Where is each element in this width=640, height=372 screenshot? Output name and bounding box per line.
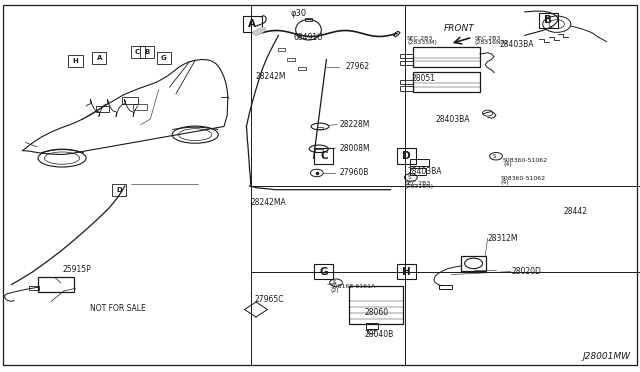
Bar: [400, 61, 413, 65]
Text: G: G: [161, 55, 166, 61]
Text: (4): (4): [503, 162, 512, 167]
Text: SEC.2B3: SEC.2B3: [407, 36, 433, 41]
Text: 27965C: 27965C: [254, 295, 284, 304]
Bar: [439, 285, 452, 289]
Text: A: A: [97, 55, 102, 61]
Text: B: B: [545, 16, 552, 25]
Bar: [278, 48, 285, 51]
Text: 28403BA: 28403BA: [435, 115, 470, 124]
Bar: [400, 54, 413, 58]
Bar: [366, 323, 378, 329]
Text: B: B: [145, 49, 150, 55]
Text: S08168-6161A: S08168-6161A: [330, 284, 376, 289]
Text: φ30: φ30: [291, 9, 307, 17]
Text: 28020D: 28020D: [512, 267, 542, 276]
Text: H: H: [73, 58, 78, 64]
Bar: [133, 104, 147, 110]
Text: (2): (2): [330, 288, 339, 293]
Bar: [397, 264, 416, 279]
Text: J28001MW: J28001MW: [582, 352, 630, 361]
Bar: [349, 286, 403, 324]
Text: NOT FOR SALE: NOT FOR SALE: [90, 304, 145, 312]
Text: (4): (4): [500, 180, 509, 185]
Text: SEC.2B3: SEC.2B3: [475, 36, 501, 41]
Bar: [298, 67, 306, 70]
Text: 28228M: 28228M: [339, 120, 369, 129]
Bar: [413, 46, 480, 67]
Text: A: A: [248, 19, 256, 29]
Bar: [68, 55, 83, 67]
Bar: [140, 46, 154, 58]
Text: (28316NA): (28316NA): [475, 40, 508, 45]
Text: D: D: [402, 151, 411, 161]
Text: C: C: [320, 151, 328, 161]
Text: G: G: [319, 267, 328, 276]
Text: 28040B: 28040B: [365, 330, 394, 339]
Text: H: H: [402, 267, 411, 276]
Text: D: D: [116, 187, 122, 193]
Bar: [157, 52, 171, 64]
Bar: [96, 106, 109, 112]
Bar: [112, 184, 126, 196]
Text: 28008M: 28008M: [339, 144, 370, 153]
Text: 28403BA: 28403BA: [408, 167, 442, 176]
Text: S: S: [493, 154, 497, 159]
Bar: [461, 256, 486, 271]
Bar: [131, 46, 145, 58]
Text: 28242M: 28242M: [256, 72, 287, 81]
Bar: [397, 148, 416, 164]
Bar: [243, 16, 262, 32]
Bar: [410, 159, 429, 166]
Bar: [400, 86, 413, 91]
Text: S: S: [333, 280, 337, 285]
Text: (28335M): (28335M): [407, 40, 437, 45]
Text: S: S: [408, 175, 412, 180]
Text: 28312M: 28312M: [488, 234, 518, 243]
Polygon shape: [253, 28, 266, 35]
Bar: [305, 18, 312, 21]
Text: S08360-51062: S08360-51062: [503, 158, 548, 163]
Bar: [539, 13, 558, 28]
Bar: [315, 149, 323, 152]
Bar: [314, 264, 333, 279]
Bar: [413, 72, 480, 92]
Text: C: C: [135, 49, 140, 55]
Bar: [317, 127, 323, 129]
Text: 28242MA: 28242MA: [251, 198, 287, 207]
Bar: [38, 277, 74, 292]
Text: 25915P: 25915P: [62, 265, 91, 274]
Text: 28051: 28051: [412, 74, 435, 83]
Text: 28060: 28060: [365, 308, 389, 317]
Bar: [410, 168, 426, 175]
Text: SEC.2B3: SEC.2B3: [404, 180, 431, 186]
Text: (28316N): (28316N): [404, 184, 434, 189]
Text: 27960B: 27960B: [339, 169, 369, 177]
Bar: [400, 80, 413, 84]
Bar: [314, 148, 333, 164]
Bar: [92, 52, 106, 64]
Text: 68491U: 68491U: [294, 33, 323, 42]
Text: 28403BA: 28403BA: [499, 40, 534, 49]
Text: FRONT: FRONT: [444, 24, 475, 33]
Text: 27962: 27962: [346, 62, 370, 71]
Text: 28442: 28442: [563, 207, 588, 216]
Bar: [287, 58, 295, 61]
Bar: [29, 286, 39, 290]
Bar: [122, 97, 138, 104]
Text: S08360-51062: S08360-51062: [500, 176, 546, 181]
